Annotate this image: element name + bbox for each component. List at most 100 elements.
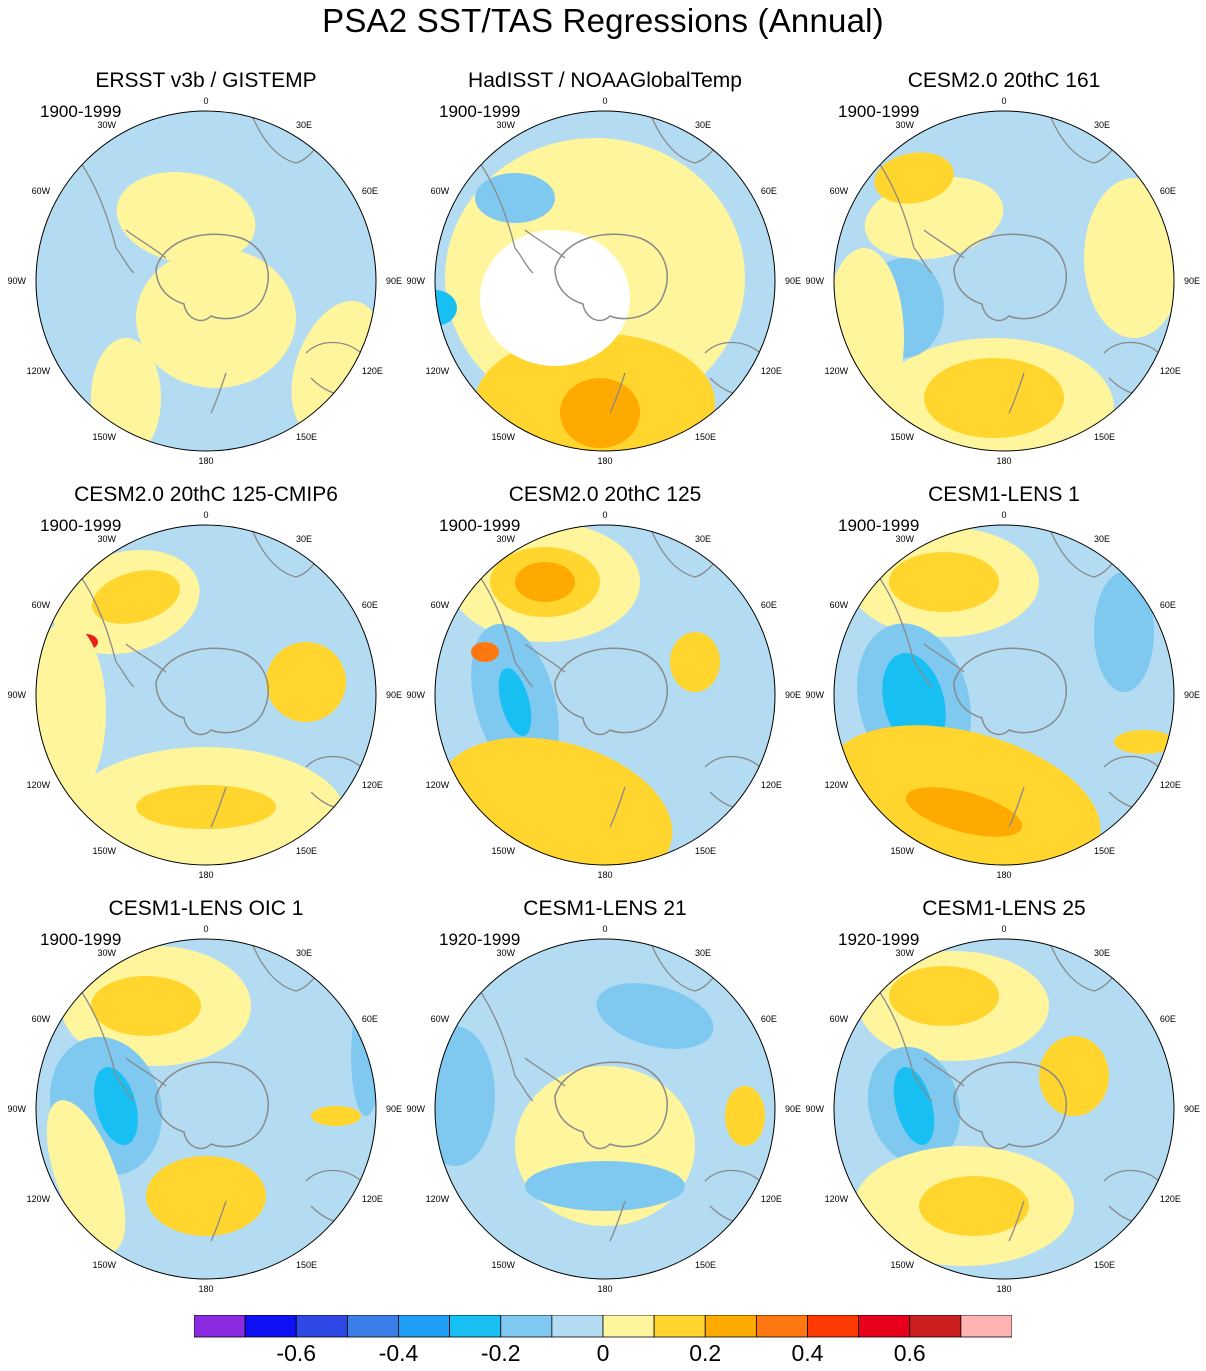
anomaly-region bbox=[889, 552, 999, 612]
longitude-label: 30E bbox=[296, 534, 312, 544]
anomaly-region bbox=[471, 642, 499, 662]
colorbar-swatch bbox=[500, 1315, 553, 1338]
antarctica-coastline bbox=[953, 1061, 1067, 1150]
colorbar-swatch bbox=[244, 1315, 297, 1338]
longitude-label: 120E bbox=[1160, 780, 1181, 790]
longitude-label: 120W bbox=[27, 1194, 51, 1204]
antarctica-coastline bbox=[554, 233, 668, 322]
figure-title: PSA2 SST/TAS Regressions (Annual) bbox=[322, 2, 884, 39]
longitude-label: 150W bbox=[491, 846, 515, 856]
longitude-label: 0 bbox=[1001, 924, 1006, 934]
longitude-label: 120E bbox=[362, 366, 383, 376]
anomaly-region bbox=[311, 1106, 361, 1126]
south-america-coastline bbox=[878, 576, 933, 688]
longitude-label: 60W bbox=[431, 600, 450, 610]
longitude-label: 60E bbox=[1160, 600, 1176, 610]
anomaly-region bbox=[116, 172, 256, 264]
longitude-label: 60E bbox=[1160, 1014, 1176, 1024]
map-field bbox=[36, 939, 376, 1279]
colorbar-tick-label: 0.6 bbox=[893, 1340, 926, 1366]
longitude-label: 120W bbox=[825, 780, 849, 790]
map-panel-6: CESM1-LENS 1 1900-1999 0 30E 60E 90E 120E 150… bbox=[804, 482, 1204, 894]
peninsula-coastline bbox=[125, 643, 167, 673]
longitude-label: 120W bbox=[27, 366, 51, 376]
longitude-label: 30E bbox=[1094, 948, 1110, 958]
africa-coastline bbox=[649, 940, 716, 992]
longitude-label: 120W bbox=[825, 1194, 849, 1204]
longitude-label: 30W bbox=[97, 120, 116, 130]
panel-title: ERSST v3b / GISTEMP bbox=[95, 69, 317, 92]
antarctica-coastline bbox=[554, 647, 668, 736]
longitude-label: 90E bbox=[785, 690, 801, 700]
anomaly-region bbox=[1084, 178, 1174, 338]
anomaly-region bbox=[670, 632, 720, 692]
longitude-label: 30W bbox=[496, 120, 515, 130]
map-field bbox=[435, 111, 775, 451]
longitude-label: 150W bbox=[491, 432, 515, 442]
longitude-label: 60E bbox=[362, 600, 378, 610]
longitude-label: 120E bbox=[761, 1194, 782, 1204]
longitude-label: 30E bbox=[1094, 534, 1110, 544]
peninsula-coastline bbox=[125, 229, 167, 259]
longitude-label: 60W bbox=[830, 186, 849, 196]
longitude-label: 90E bbox=[1184, 1104, 1200, 1114]
peninsula-coastline bbox=[125, 1057, 167, 1087]
polar-map: 0 30E 60E 90E 120E 150E 180 150W 120W 90W 60W 30W bbox=[406, 510, 801, 880]
longitude-label: 150E bbox=[1094, 1260, 1115, 1270]
panel-title: CESM1-LENS 25 bbox=[922, 897, 1086, 920]
longitude-label: 150E bbox=[296, 846, 317, 856]
longitude-label: 0 bbox=[602, 510, 607, 520]
new-zealand-coastline bbox=[210, 786, 227, 828]
south-america-coastline bbox=[479, 162, 534, 274]
new-zealand-coastline bbox=[210, 1200, 227, 1242]
map-boundary bbox=[35, 524, 377, 866]
longitude-label: 30E bbox=[296, 948, 312, 958]
longitude-label: 120E bbox=[1160, 1194, 1181, 1204]
anomaly-region bbox=[266, 642, 346, 722]
peninsula-coastline bbox=[923, 229, 965, 259]
longitude-label: 90W bbox=[406, 1104, 425, 1114]
anomaly-region bbox=[435, 1026, 495, 1166]
colorbar-tick-label: 0.4 bbox=[791, 1340, 824, 1366]
longitude-label: 180 bbox=[996, 1284, 1011, 1294]
longitude-label: 120E bbox=[761, 366, 782, 376]
map-panel-7: CESM1-LENS OIC 1 1900-1999 0 30E 60E 90E 120… bbox=[6, 896, 406, 1308]
peninsula-coastline bbox=[923, 1057, 965, 1087]
longitude-label: 90E bbox=[1184, 276, 1200, 286]
map-panel-4: CESM2.0 20thC 125-CMIP6 1900-1999 0 30E 60… bbox=[6, 482, 406, 894]
longitude-label: 90E bbox=[386, 276, 402, 286]
africa-coastline bbox=[1048, 112, 1115, 164]
longitude-label: 90W bbox=[7, 276, 26, 286]
anomaly-region bbox=[515, 562, 575, 602]
longitude-label: 180 bbox=[996, 456, 1011, 466]
colorbar-swatch bbox=[704, 1315, 757, 1338]
anomaly-region bbox=[525, 1161, 685, 1211]
longitude-label: 150W bbox=[92, 432, 116, 442]
longitude-label: 180 bbox=[198, 1284, 213, 1294]
colorbar-swatch bbox=[346, 1315, 399, 1338]
panel-period: 1900-1999 bbox=[40, 516, 122, 535]
anomaly-region bbox=[91, 976, 201, 1036]
anomaly-region bbox=[146, 1156, 266, 1236]
panel-title: CESM2.0 20thC 161 bbox=[907, 69, 1101, 92]
longitude-label: 30E bbox=[695, 120, 711, 130]
panel-title: CESM1-LENS 1 bbox=[928, 483, 1080, 506]
anomaly-region bbox=[136, 785, 276, 829]
panel-period: 1920-1999 bbox=[439, 930, 521, 949]
anomaly-region bbox=[834, 248, 904, 428]
polar-map: 0 30E 60E 90E 120E 150E 180 150W 120W 90W 60W 30W bbox=[7, 96, 402, 466]
longitude-label: 180 bbox=[597, 1284, 612, 1294]
longitude-label: 30W bbox=[895, 534, 914, 544]
panel-period: 1900-1999 bbox=[439, 516, 521, 535]
map-boundary bbox=[434, 524, 776, 866]
longitude-label: 60E bbox=[761, 600, 777, 610]
africa-coastline bbox=[250, 112, 317, 164]
longitude-label: 120W bbox=[426, 780, 450, 790]
longitude-label: 30W bbox=[97, 534, 116, 544]
map-field bbox=[834, 111, 1174, 451]
longitude-label: 90E bbox=[386, 1104, 402, 1114]
longitude-label: 150W bbox=[92, 1260, 116, 1270]
anomaly-region bbox=[1094, 572, 1154, 692]
longitude-label: 150W bbox=[890, 1260, 914, 1270]
africa-coastline bbox=[649, 526, 716, 578]
